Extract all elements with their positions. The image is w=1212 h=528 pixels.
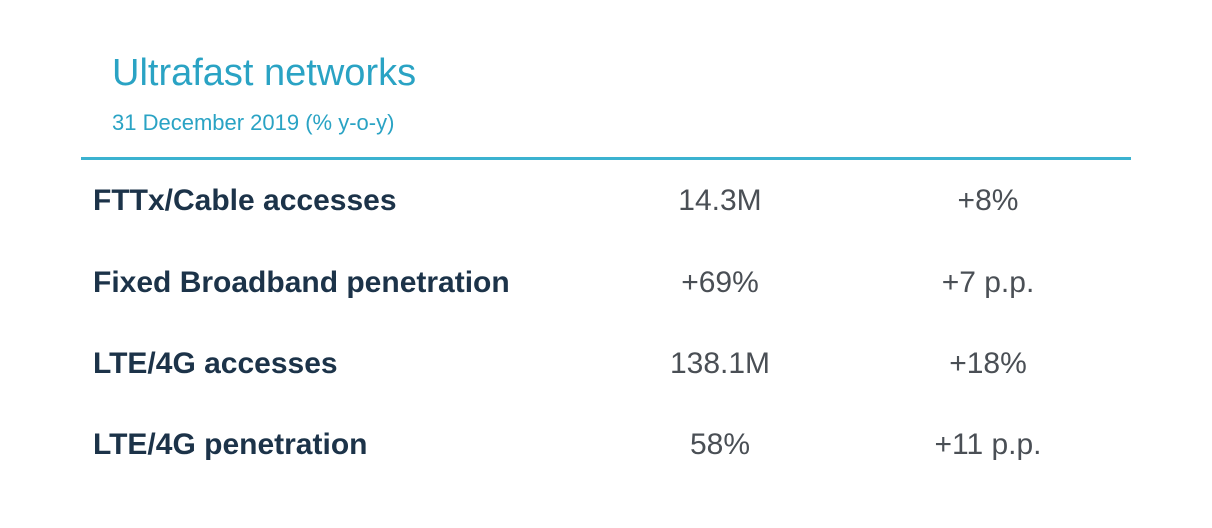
page-title: Ultrafast networks (112, 52, 417, 94)
metric-value: +69% (681, 266, 759, 299)
page-subtitle: 31 December 2019 (% y-o-y) (112, 110, 395, 135)
metric-label: Fixed Broadband penetration (93, 266, 510, 299)
table-row: FTTx/Cable accesses 14.3M +8% (0, 181, 1212, 221)
metric-label: LTE/4G accesses (93, 347, 338, 380)
metric-label: LTE/4G penetration (93, 428, 368, 461)
table-row: LTE/4G accesses 138.1M +18% (0, 344, 1212, 384)
header-divider (81, 157, 1131, 160)
table-row: LTE/4G penetration 58% +11 p.p. (0, 425, 1212, 465)
metric-change: +8% (957, 184, 1019, 217)
metric-label: FTTx/Cable accesses (93, 184, 397, 217)
metric-value: 58% (689, 428, 751, 461)
metric-change: +11 p.p. (934, 428, 1042, 461)
metric-value: 14.3M (678, 184, 762, 217)
metric-change: +7 p.p. (941, 266, 1035, 299)
metric-change: +18% (949, 347, 1027, 380)
table-row: Fixed Broadband penetration +69% +7 p.p. (0, 263, 1212, 303)
metric-value: 138.1M (669, 347, 771, 380)
